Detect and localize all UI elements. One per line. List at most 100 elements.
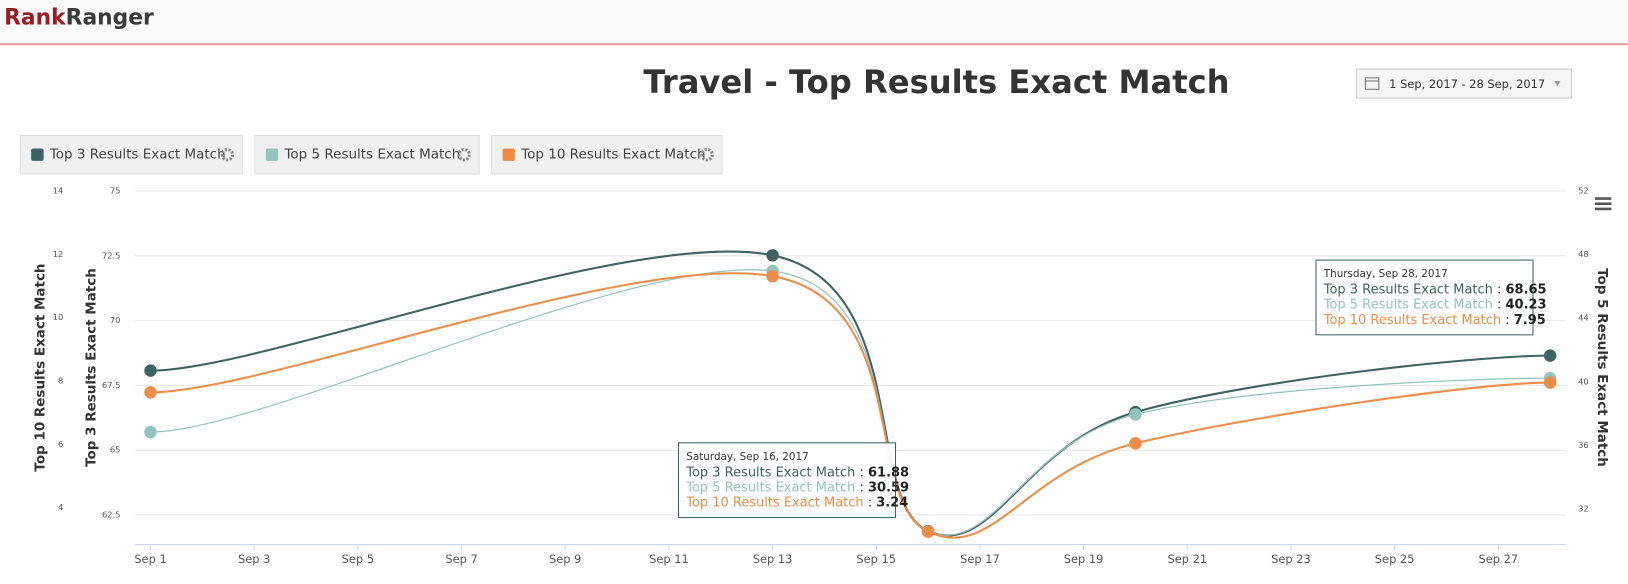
legend-button <box>19 134 243 175</box>
tooltip-separator: : <box>1497 282 1501 297</box>
x-tick-label: Sep 1 <box>134 552 166 566</box>
axis-title: Top 3 Results Exact Match <box>83 268 99 467</box>
logo-right: Ranger <box>66 6 154 31</box>
legend-item[interactable]: Top 5 Results Exact Match <box>254 134 480 175</box>
tooltip-row: Top 10 Results Exact Match:7.95 <box>1323 312 1546 327</box>
y-tick-label: 65 <box>110 445 121 455</box>
data-point[interactable] <box>766 269 779 283</box>
menu-bar <box>1594 207 1612 211</box>
tooltip-series-name: Top 10 Results Exact Match <box>1323 312 1501 327</box>
tooltip-separator: : <box>860 465 864 480</box>
tooltip-row: Top 3 Results Exact Match:68.65 <box>1323 282 1547 297</box>
data-point[interactable] <box>144 386 157 399</box>
header-bar <box>0 0 1628 44</box>
y3-tick-label: 10 <box>53 312 64 322</box>
tooltip-separator: : <box>1505 312 1509 327</box>
legend-button <box>491 134 723 175</box>
tooltip-row: Top 3 Results Exact Match:61.88 <box>685 465 909 480</box>
y-tick-label: 62.5 <box>102 510 120 520</box>
y3-tick-label: 6 <box>58 439 63 449</box>
tooltip-value: 40.23 <box>1506 297 1547 312</box>
tooltip-title: Thursday, Sep 28, 2017 <box>1323 268 1448 280</box>
tooltip-separator: : <box>868 495 872 510</box>
data-point[interactable] <box>766 249 779 262</box>
chart-title: Travel - Top Results Exact Match <box>643 63 1229 101</box>
tooltip-title: Saturday, Sep 16, 2017 <box>686 451 808 463</box>
x-tick-label: Sep 9 <box>549 552 581 566</box>
x-tick-label: Sep 5 <box>342 552 374 566</box>
date-range: 1 Sep, 2017 - 28 Sep, 2017 <box>1389 77 1545 91</box>
y-tick-label: 70 <box>110 315 121 325</box>
y3-tick-label: 4 <box>58 502 63 512</box>
legend-swatch <box>31 148 44 161</box>
tooltip-value: 7.95 <box>1514 312 1546 327</box>
legend-swatch <box>502 148 515 161</box>
date-picker[interactable]: 1 Sep, 2017 - 28 Sep, 2017 <box>1355 68 1572 99</box>
axis-title: Top 10 Results Exact Match <box>32 263 48 471</box>
y-tick-label: 75 <box>110 186 121 196</box>
y2-tick-label: 48 <box>1578 249 1589 259</box>
data-point[interactable] <box>921 525 935 538</box>
legend-label: Top 5 Results Exact Match <box>283 147 460 163</box>
y3-tick-label: 14 <box>53 186 64 196</box>
legend-label: Top 10 Results Exact Match <box>520 147 705 163</box>
y-tick-label: 67.5 <box>102 380 120 390</box>
x-tick-label: Sep 15 <box>856 552 896 566</box>
x-tick-label: Sep 25 <box>1375 552 1415 566</box>
tooltip-series-name: Top 5 Results Exact Match <box>1323 297 1493 312</box>
date-box <box>1355 68 1572 99</box>
x-tick-label: Sep 21 <box>1167 552 1207 566</box>
calendar-icon <box>1364 77 1380 90</box>
legend-button <box>254 134 480 175</box>
tooltip-series-name: Top 10 Results Exact Match <box>685 495 863 510</box>
gear-icon <box>220 147 235 162</box>
x-tick-label: Sep 3 <box>238 552 270 566</box>
x-tick-label: Sep 23 <box>1271 552 1311 566</box>
tooltip-row: Top 10 Results Exact Match:3.24 <box>685 495 908 510</box>
y2-tick-label: 40 <box>1578 376 1589 386</box>
logo-left: Rank <box>4 6 66 31</box>
y2-tick-label: 52 <box>1578 186 1589 196</box>
data-point[interactable] <box>144 425 157 439</box>
legend-item[interactable]: Top 3 Results Exact Match <box>19 134 243 175</box>
x-tick-label: Sep 17 <box>960 552 1000 566</box>
logo[interactable]: RankRanger <box>4 6 154 31</box>
menu-icon[interactable] <box>1594 197 1612 211</box>
y3-tick-label: 8 <box>58 375 63 385</box>
y2-tick-label: 36 <box>1578 440 1589 450</box>
data-point[interactable] <box>1543 376 1557 389</box>
tooltip-value: 3.24 <box>876 495 908 510</box>
y2-tick-label: 44 <box>1578 313 1589 323</box>
y2-tick-label: 32 <box>1578 504 1589 514</box>
menu-bar <box>1594 202 1612 206</box>
y3-tick-label: 12 <box>53 249 64 259</box>
dropdown-arrow <box>1554 80 1561 87</box>
gear-icon <box>700 147 714 162</box>
y-tick-label: 72.5 <box>102 250 120 260</box>
gear-icon <box>457 147 471 162</box>
tooltip-value: 68.65 <box>1506 282 1547 297</box>
tooltip-row: Top 5 Results Exact Match:40.23 <box>1323 297 1547 312</box>
legend-label: Top 3 Results Exact Match <box>49 147 226 163</box>
data-point[interactable] <box>1543 349 1557 362</box>
tooltip-series-name: Top 5 Results Exact Match <box>685 480 855 495</box>
tooltip-separator: : <box>860 480 864 495</box>
x-tick-label: Sep 7 <box>445 552 477 566</box>
data-point[interactable] <box>144 364 157 377</box>
data-point[interactable] <box>1129 408 1142 421</box>
data-point[interactable] <box>1129 437 1142 450</box>
legend-swatch <box>265 148 279 161</box>
x-tick-label: Sep 11 <box>649 552 689 566</box>
tooltip-box <box>677 442 897 519</box>
tooltip-series-name: Top 3 Results Exact Match <box>685 465 855 480</box>
menu-bar <box>1594 197 1612 200</box>
axis-title: Top 5 Results Exact Match <box>1594 268 1610 467</box>
series-line <box>150 272 1551 539</box>
tooltip-row: Top 5 Results Exact Match:30.59 <box>685 480 909 495</box>
x-tick-label: Sep 27 <box>1478 552 1518 566</box>
legend-item[interactable]: Top 10 Results Exact Match <box>491 134 723 175</box>
tooltip-value: 30.59 <box>868 480 909 495</box>
tooltip: Saturday, Sep 16, 2017 Top 3 Results Exac… <box>677 442 909 519</box>
